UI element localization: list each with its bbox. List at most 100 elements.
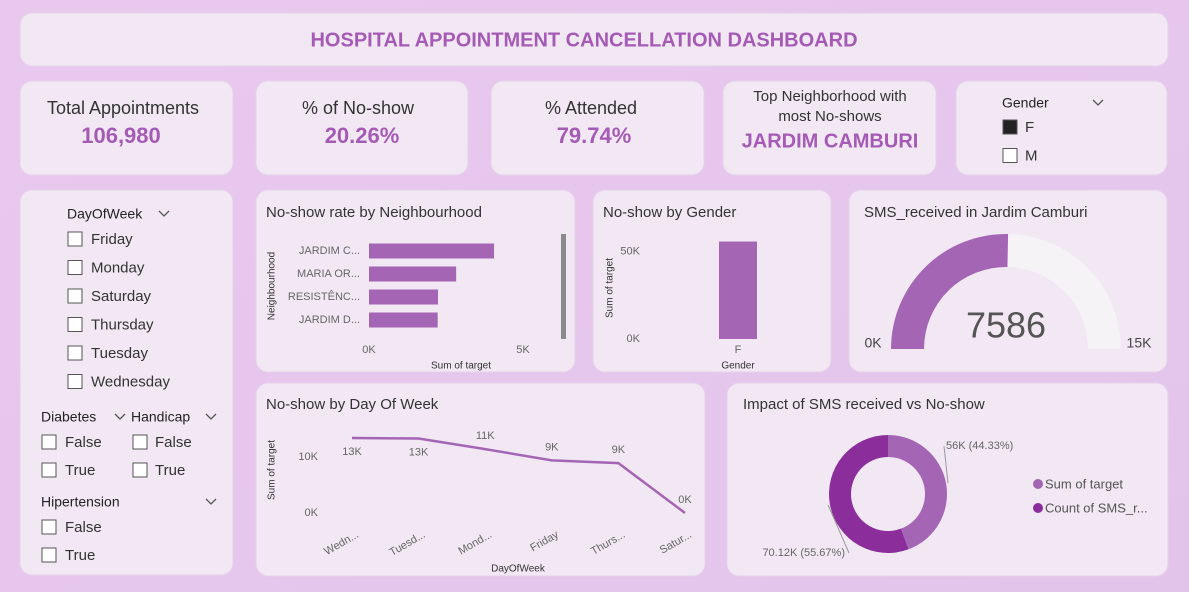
y-tick-label: 0K (627, 333, 641, 345)
checkbox[interactable] (41, 434, 57, 450)
x-tick-label: 5K (516, 344, 530, 356)
data-label: 0K (678, 494, 692, 506)
checkbox[interactable] (1002, 119, 1018, 135)
slicer-option: Tuesday (91, 345, 148, 362)
slicer-option: True (65, 547, 95, 564)
kpi-label: % of No-show (302, 98, 415, 118)
slicer-option: Wednesday (91, 373, 170, 390)
kpi-value: JARDIM CAMBURI (742, 130, 919, 152)
legend-label[interactable]: Sum of target (1045, 476, 1123, 491)
leader-line (827, 504, 850, 554)
dropdown-chevron[interactable] (1092, 99, 1104, 106)
dropdown-chevron[interactable] (205, 498, 217, 505)
kpi-value: 79.74% (557, 123, 632, 148)
kpi-value: 106,980 (81, 123, 161, 148)
slicer-option: False (65, 434, 102, 451)
donut-slice (888, 435, 947, 550)
slicer-option: True (65, 462, 95, 479)
data-label: 13K (342, 446, 362, 458)
bar (369, 289, 438, 305)
y-axis-title: Sum of target (605, 258, 616, 318)
slicer-card (955, 80, 1168, 176)
slicer-title: Diabetes (41, 409, 96, 425)
header-card (19, 12, 1169, 67)
y-tick-label: 50K (620, 245, 640, 257)
slicer-title: Hipertension (41, 494, 120, 510)
legend-marker[interactable] (1033, 503, 1043, 513)
dropdown-chevron[interactable] (205, 413, 217, 420)
gauge-value (891, 234, 1009, 349)
slicer-title: Handicap (131, 409, 190, 425)
dashboard-title: HOSPITAL APPOINTMENT CANCELLATION DASHBO… (310, 29, 857, 51)
checkbox[interactable] (67, 260, 83, 275)
line-series (351, 436, 686, 514)
donut-slice (828, 435, 909, 553)
slicer-option: Thursday (91, 316, 154, 333)
y-tick-label: 10K (298, 451, 318, 463)
bar (369, 243, 495, 259)
y-axis-title: Neighbourhood (267, 252, 278, 320)
kpi-card (19, 80, 234, 176)
legend-marker[interactable] (1033, 479, 1043, 489)
slicer-option: False (65, 519, 102, 536)
kpi-label: % Attended (545, 98, 637, 118)
kpi-label: Top Neighborhood with (753, 88, 906, 105)
gauge-tick-label: 0K (864, 335, 882, 351)
gauge-value-label: 7586 (966, 305, 1046, 346)
slicer-title: Gender (1002, 95, 1049, 111)
dropdown-chevron[interactable] (114, 413, 126, 420)
y-axis-title: Sum of target (267, 440, 278, 500)
x-axis-title: DayOfWeek (491, 564, 546, 575)
kpi-value: 20.26% (325, 123, 400, 148)
bar (369, 266, 457, 282)
slicer-option: False (155, 434, 192, 451)
gauge-tick-label: 15K (1127, 335, 1153, 351)
kpi-card (722, 80, 937, 176)
checkbox[interactable] (67, 317, 83, 332)
y-tick-label: JARDIM C... (299, 245, 360, 257)
chart-card (255, 382, 706, 577)
x-tick-label: 0K (362, 344, 376, 356)
checkbox[interactable] (67, 345, 83, 361)
checkbox[interactable] (132, 462, 148, 478)
checkbox[interactable] (132, 434, 148, 450)
checkbox[interactable] (41, 462, 57, 478)
data-label: 13K (409, 446, 429, 458)
y-tick-label: RESISTÊNC... (288, 290, 360, 303)
data-label: 9K (612, 444, 626, 456)
slicer-option: Saturday (91, 288, 152, 305)
checkbox[interactable] (67, 288, 83, 304)
slicer-option: True (155, 462, 185, 479)
bar (369, 312, 438, 328)
x-axis-title: Gender (721, 361, 755, 372)
chart-title: No-show by Gender (603, 204, 736, 221)
y-tick-label: JARDIM D... (299, 314, 360, 326)
slicer-option: Friday (91, 231, 133, 248)
kpi-label: Total Appointments (47, 98, 199, 118)
kpi-label: most No-shows (778, 108, 881, 125)
checkbox[interactable] (67, 231, 83, 247)
slicer-option: M (1025, 147, 1038, 164)
data-label: 56K (44.33%) (946, 440, 1013, 452)
kpi-card (255, 80, 469, 176)
checkbox[interactable] (67, 374, 83, 389)
chart-title: No-show rate by Neighbourhood (266, 204, 482, 221)
scrollbar[interactable] (561, 234, 566, 339)
slicer-option: Monday (91, 259, 145, 276)
slicer-title: DayOfWeek (67, 206, 143, 222)
data-label: 9K (545, 441, 559, 453)
legend-label[interactable]: Count of SMS_r... (1045, 500, 1148, 515)
chart-title: Impact of SMS received vs No-show (743, 396, 985, 413)
checkbox[interactable] (41, 519, 57, 535)
bar (719, 241, 757, 339)
chart-title: SMS_received in Jardim Camburi (864, 204, 1087, 221)
chart-title: No-show by Day Of Week (266, 396, 439, 413)
dropdown-chevron[interactable] (158, 210, 170, 217)
checkbox[interactable] (41, 547, 57, 563)
data-label: 70.12K (55.67%) (762, 547, 845, 559)
slicer-card (19, 189, 234, 576)
chart-card (592, 189, 832, 373)
y-tick-label: MARIA OR... (297, 268, 360, 280)
checkbox[interactable] (1002, 148, 1018, 163)
